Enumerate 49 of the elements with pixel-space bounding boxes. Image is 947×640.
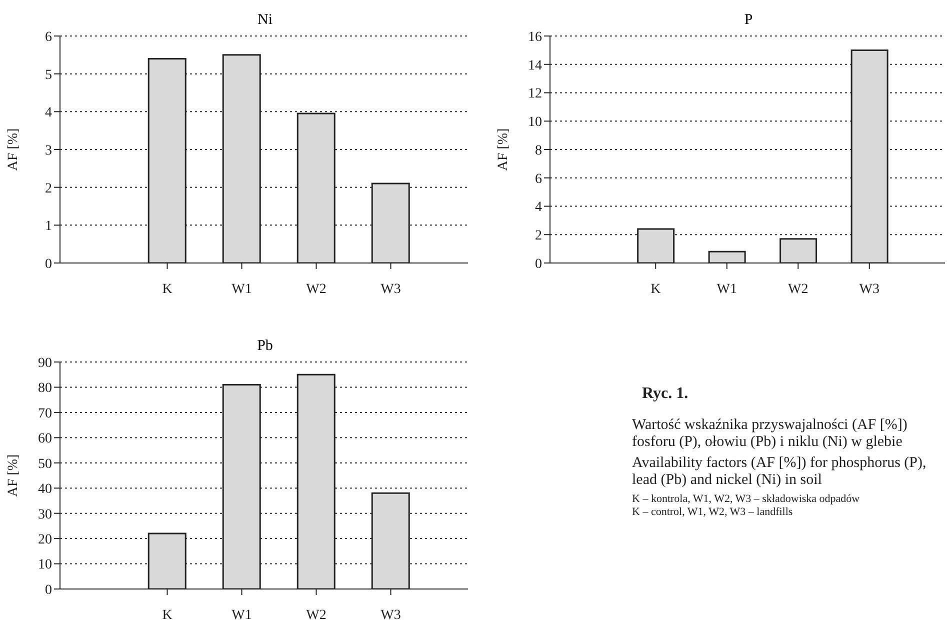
y-tick-label: 14 <box>528 58 542 74</box>
x-tick-label: W1 <box>232 282 252 297</box>
y-tick-label: 12 <box>528 86 542 102</box>
y-tick-label: 30 <box>38 507 52 522</box>
x-tick-label: W1 <box>716 282 737 297</box>
y-tick-label: 5 <box>45 68 52 83</box>
x-tick-label: W3 <box>380 608 401 623</box>
x-tick-label: W2 <box>306 608 326 623</box>
x-tick-label: K <box>162 282 172 297</box>
y-tick-label: 0 <box>45 582 52 598</box>
x-tick-label: K <box>650 282 661 297</box>
text: Ryc. 1. <box>642 385 690 403</box>
y-tick-label: 0 <box>45 256 52 272</box>
x-tick-label: W3 <box>380 282 401 297</box>
y-tick-label: 80 <box>38 381 52 396</box>
x-tick-label: K <box>162 608 172 623</box>
y-tick-label: 2 <box>535 228 542 244</box>
y-tick-label: 50 <box>38 456 52 472</box>
text: Wartość wskaźnika przyswajalności (AF [%]) fosforu (P), ołowiu (Pb) i niklu (Ni) w glebie <box>632 417 908 451</box>
y-tick-label: 40 <box>38 482 52 498</box>
y-axis-title: AF [%] <box>6 128 21 171</box>
y-tick-label: 8 <box>535 143 542 158</box>
y-tick-label: 60 <box>38 432 52 447</box>
x-tick-label: W2 <box>788 282 808 297</box>
y-tick-label: 6 <box>45 30 52 45</box>
y-tick-label: 90 <box>38 356 52 371</box>
y-tick-label: 1 <box>45 219 52 234</box>
y-tick-label: 4 <box>45 106 52 121</box>
y-tick-label: 10 <box>528 115 542 130</box>
text: Availability factors (AF [%]) for phosphorus (P), lead (Pb) and nickel (Ni) in soil <box>632 455 928 489</box>
x-tick-label: W1 <box>232 608 252 623</box>
chart-title: P <box>743 12 754 29</box>
text: K – control, W1, W2, W3 – landfills <box>632 506 794 519</box>
y-tick-label: 2 <box>45 181 52 196</box>
y-axis-title: AF [%] <box>6 454 21 497</box>
y-tick-label: 3 <box>45 143 52 158</box>
y-tick-label: 70 <box>38 406 52 422</box>
y-tick-label: 4 <box>535 200 542 216</box>
y-tick-label: 16 <box>528 30 542 45</box>
chart-title: Ni <box>256 12 274 29</box>
y-tick-label: 10 <box>38 558 52 573</box>
y-tick-label: 6 <box>535 172 542 187</box>
x-tick-label: W3 <box>859 282 880 297</box>
y-tick-label: 0 <box>535 256 542 272</box>
x-tick-label: W2 <box>306 282 326 297</box>
y-tick-label: 20 <box>38 532 52 548</box>
chart-title: Pb <box>256 338 274 355</box>
text: K – kontrola, W1, W2, W3 – składowiska odpadów <box>632 493 861 506</box>
y-axis-title: AF [%] <box>496 128 511 171</box>
